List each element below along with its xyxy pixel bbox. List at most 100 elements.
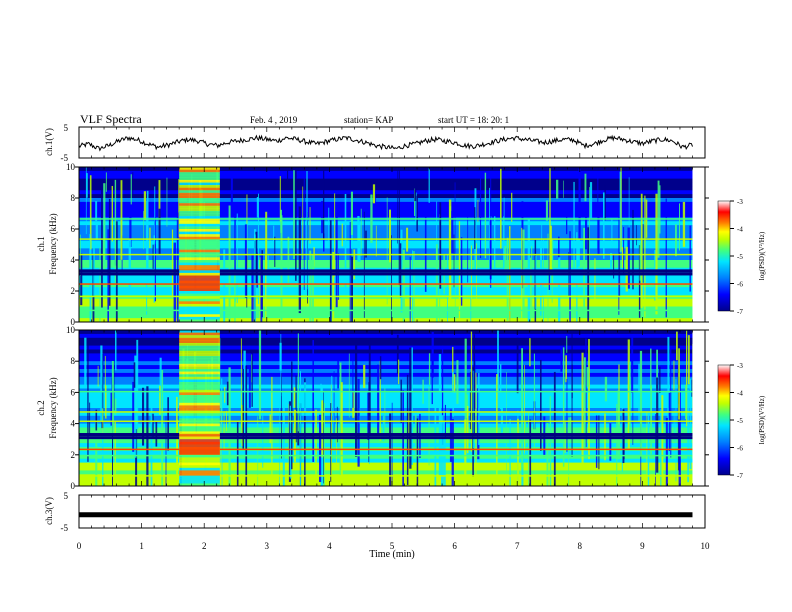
spectrogram-streak xyxy=(228,367,231,486)
spectrogram-streak xyxy=(447,254,448,322)
spectrogram-cell xyxy=(79,190,693,195)
spectrogram-cell xyxy=(79,404,693,409)
spectrogram-streak xyxy=(470,243,472,322)
spectrogram-cell xyxy=(79,423,693,428)
spectrogram-streak xyxy=(549,225,552,270)
spectrogram-burst xyxy=(179,415,220,419)
spectrogram-streak xyxy=(689,225,691,292)
spectrogram-streak xyxy=(566,378,568,452)
spectrogram-streak xyxy=(656,377,659,473)
spectrogram-streak xyxy=(477,199,479,222)
spectrogram-cell xyxy=(79,170,693,176)
spectrogram-streak xyxy=(464,419,467,486)
spectrogram-streak xyxy=(563,180,564,198)
spectrogram-streak xyxy=(631,335,633,393)
spectrogram-cell xyxy=(79,392,693,397)
spectrogram-burst xyxy=(179,392,220,396)
spectrogram-streak xyxy=(661,395,664,486)
spectrogram-streak xyxy=(360,208,362,256)
spectrogram-burst xyxy=(179,252,220,256)
spectrogram-burst xyxy=(179,208,220,212)
x-axis-label: Time (min) xyxy=(369,549,414,560)
spectrogram-streak xyxy=(650,385,652,455)
spectrogram-cell xyxy=(79,415,693,421)
spectrogram-ytick-label: 10 xyxy=(66,162,76,172)
spectrogram-streak xyxy=(558,257,561,322)
ch2-spectrogram-panel xyxy=(79,330,705,487)
spectrogram-streak xyxy=(291,361,293,470)
spectrogram-cell xyxy=(79,240,693,245)
ch3-ytick-neg5: -5 xyxy=(61,523,69,533)
spectrogram-cell xyxy=(79,244,693,249)
spectrogram-cell xyxy=(79,205,693,211)
spectrogram-ytick-label: 6 xyxy=(71,224,76,234)
spectrogram-streak xyxy=(452,371,454,417)
spectrogram-band xyxy=(79,253,693,256)
spectrogram-streak xyxy=(632,209,634,290)
spectrogram-burst xyxy=(179,177,220,181)
spectrogram-burst xyxy=(179,457,220,461)
spectrogram-band xyxy=(79,238,693,240)
spectrogram-burst xyxy=(179,182,220,186)
spectrogram-burst xyxy=(179,402,220,406)
spectrogram-streak xyxy=(368,338,371,436)
spectrogram-cell xyxy=(79,182,693,187)
spectrogram-cell xyxy=(79,443,693,448)
spectrogram-streak xyxy=(478,372,480,445)
spectrogram-cell xyxy=(79,411,693,417)
spectrogram-streak xyxy=(503,216,504,273)
spectrogram-streak xyxy=(99,247,101,322)
spectrogram-streak xyxy=(241,404,244,447)
ch1-waveform-ylabel: ch.1(V) xyxy=(44,128,54,156)
spectrogram-streak xyxy=(589,187,590,300)
spectrogram-cell xyxy=(79,229,693,234)
spectrogram-streak xyxy=(665,198,667,318)
spectrogram-streak xyxy=(516,337,519,394)
spectrogram-streak xyxy=(234,212,236,270)
spectrogram-streak xyxy=(228,205,231,322)
spectrogram-streak xyxy=(411,347,413,465)
spectrogram-burst xyxy=(179,257,220,261)
spectrogram-cell xyxy=(79,466,693,471)
colorbar-tick-label: -5 xyxy=(737,253,743,261)
spectrogram-burst xyxy=(179,254,220,258)
spectrogram-cell xyxy=(79,369,693,374)
spectrogram-cell xyxy=(79,225,693,230)
spectrogram-burst xyxy=(179,192,220,196)
x-tick-label: 1 xyxy=(139,541,144,551)
spectrogram-streak xyxy=(280,334,282,397)
spectrogram-streak xyxy=(415,192,417,224)
spectrogram-streak xyxy=(375,225,377,257)
spectrogram-burst xyxy=(179,236,220,240)
spectrogram-streak xyxy=(665,417,668,486)
spectrogram-streak xyxy=(357,378,360,467)
spectrogram-streak xyxy=(604,376,608,402)
spectrogram-streak xyxy=(128,239,131,292)
spectrogram-burst xyxy=(179,311,220,315)
ch1-spectrogram-ylabel-channel: ch.1 xyxy=(36,236,46,251)
colorbar-ticks: -3 -4 -5 -6 -7 -3 -4 -5 -6 -7 xyxy=(730,198,743,480)
spectrogram-burst xyxy=(179,397,220,401)
spectrogram-cell xyxy=(79,232,693,238)
spectrogram-cell xyxy=(79,314,693,319)
spectrogram-streak xyxy=(451,210,454,254)
spectrogram-ytick-label: 0 xyxy=(71,317,76,327)
spectrogram-streak xyxy=(159,357,162,409)
spectrogram-cell xyxy=(79,458,693,464)
spectrogram-streak xyxy=(255,231,258,284)
spectrogram-burst xyxy=(179,213,220,217)
spectrogram-streak xyxy=(509,418,511,486)
spectrogram-streak xyxy=(97,365,99,387)
header-date: Feb. 4 , 2019 xyxy=(250,115,298,125)
spectrogram-streak xyxy=(295,375,297,443)
ch2-colorbar xyxy=(717,364,731,476)
spectrogram-streak xyxy=(675,224,677,257)
spectrogram-streak xyxy=(338,253,339,300)
spectrogram-cell xyxy=(79,256,693,261)
spectrogram-streak xyxy=(627,339,630,449)
spectrogram-streak xyxy=(251,350,253,407)
spectrogram-cell xyxy=(79,279,693,284)
spectrogram-burst xyxy=(179,387,220,391)
spectrogram-streak xyxy=(670,348,672,458)
spectrogram-burst xyxy=(179,410,220,414)
